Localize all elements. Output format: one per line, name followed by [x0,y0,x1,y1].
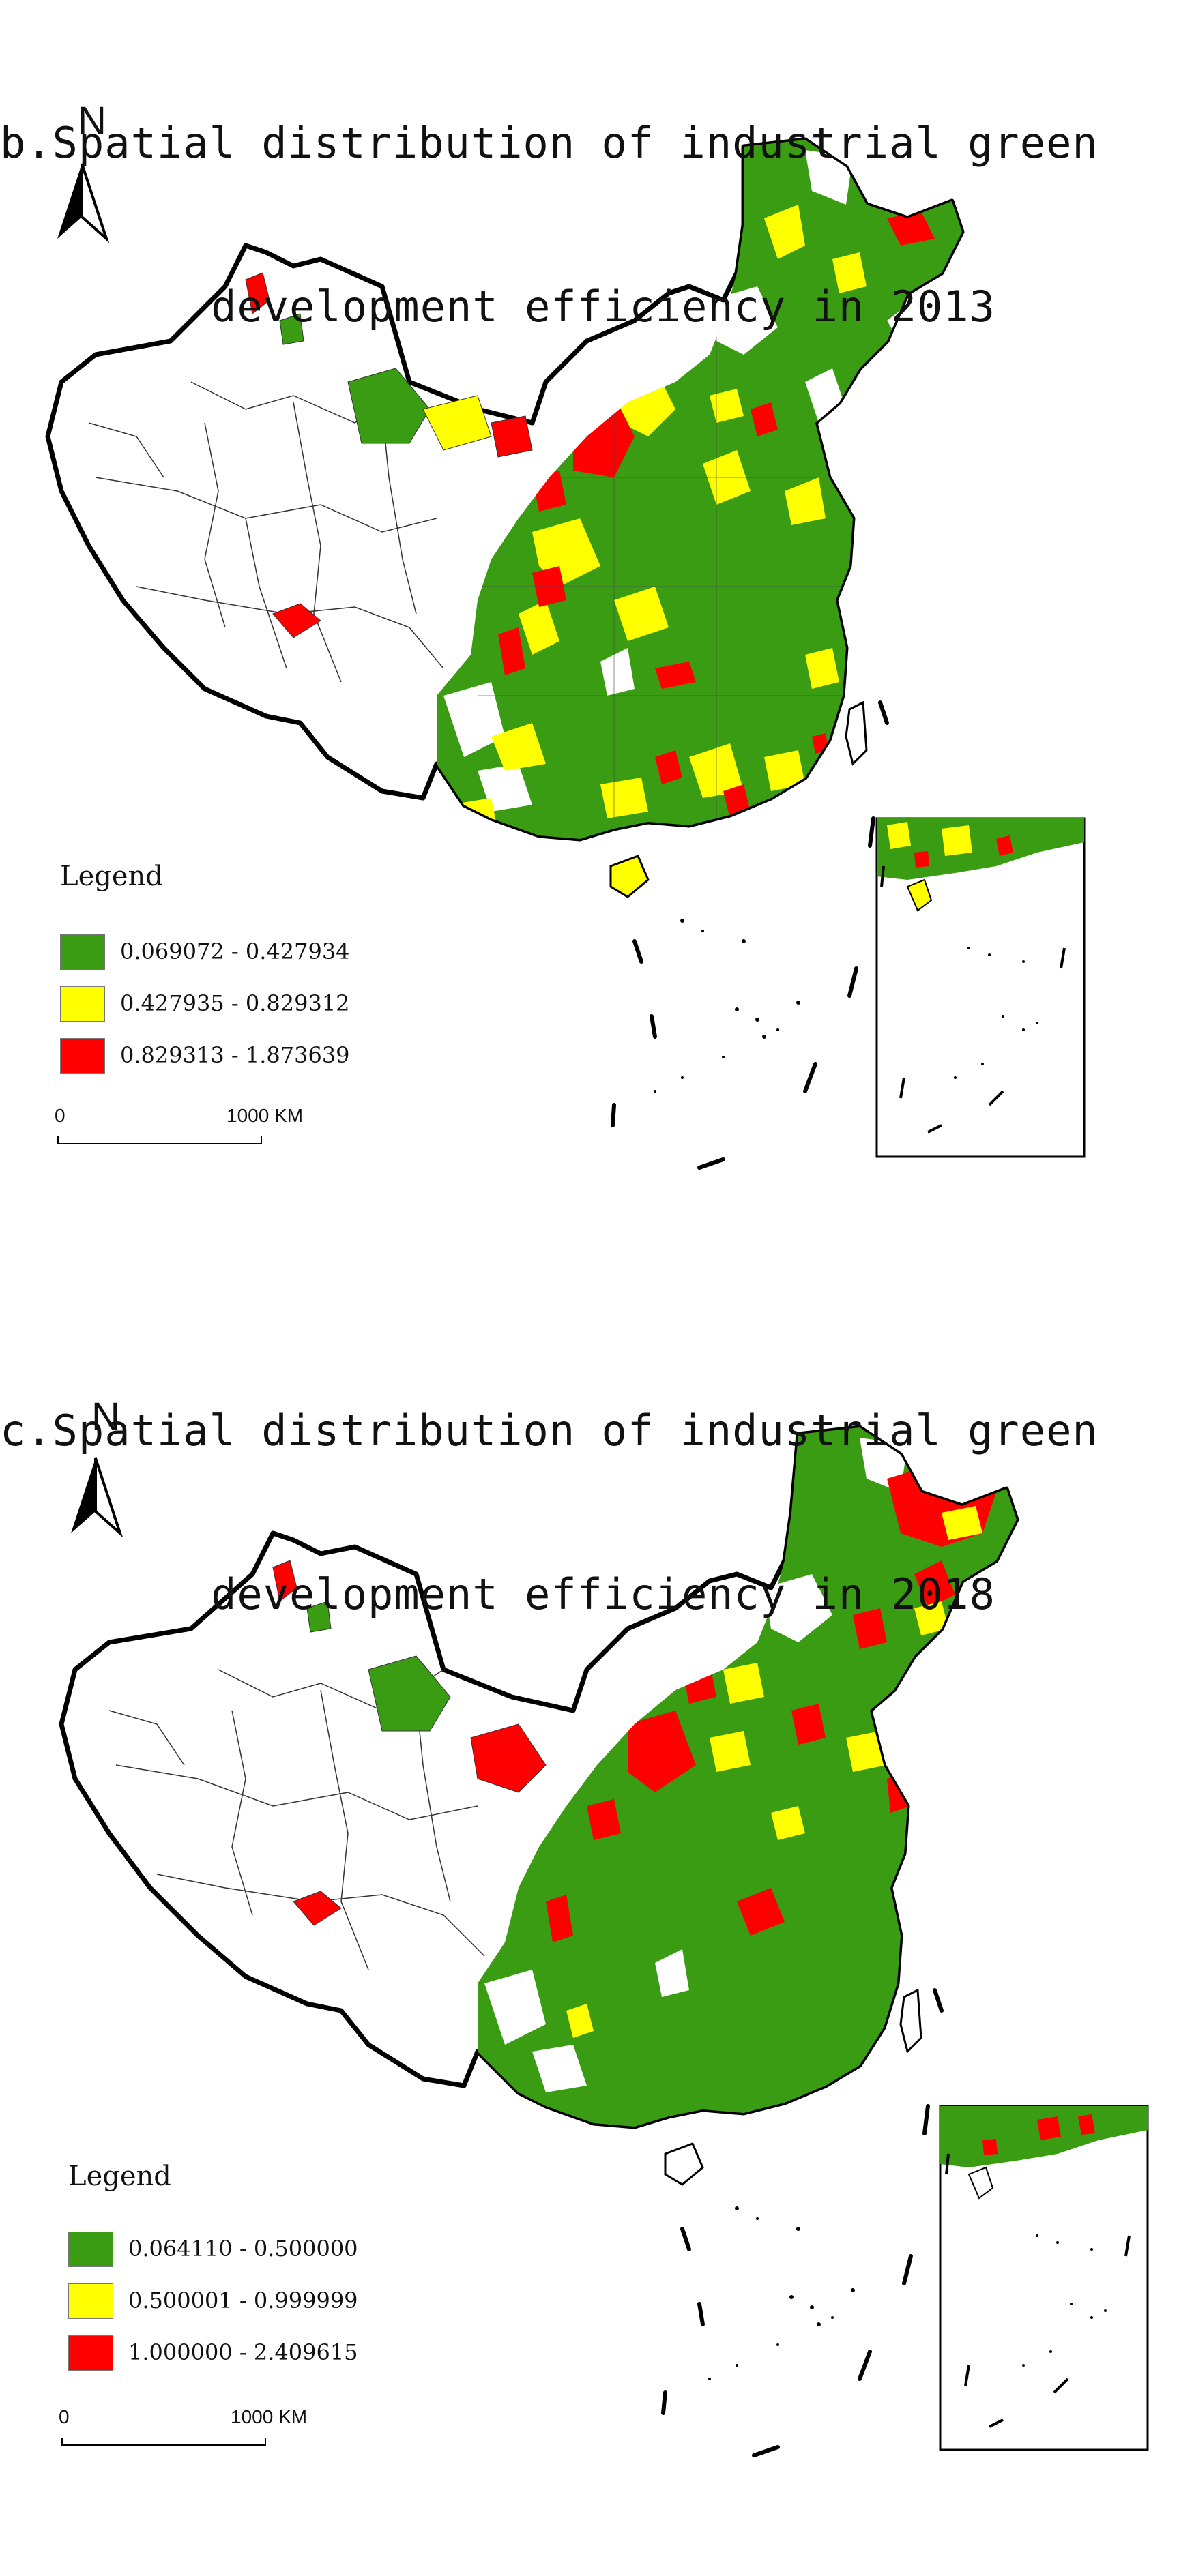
region-xinjiang-green [368,1655,451,1732]
china-map-2018 [59,1425,1149,2457]
scale-end-label: 1000 KM [231,2406,308,2427]
region-gansu-yellow [422,395,492,451]
region-gansu-red [491,415,533,458]
region-xinjiang-small-green [306,1601,332,1633]
scale-start-label: 0 [59,2406,70,2427]
hainan-island [609,855,650,898]
region-qinghai-red [470,1723,547,1793]
legend-swatch-green [60,934,105,970]
scale-end-label: 1000 KM [227,1105,304,1126]
map-title-line2: development efficiency in 2013 [211,282,995,331]
taiwan-island [845,700,868,766]
scale-bar-line [61,2438,266,2446]
scale-start-label: 0 [55,1105,66,1126]
region-tibet-red [293,1891,342,1926]
legend-swatch-yellow [68,2283,113,2319]
legend-label: 0.064110 - 0.500000 [128,2236,358,2262]
map-title: b.Spatial distribution of industrial gre… [0,7,1179,443]
map-panel-2018: c.Spatial distribution of industrial gre… [0,1288,1179,2575]
legend-swatch-yellow [60,986,105,1022]
province-boundaries [88,381,444,683]
legend-label: 0.427935 - 0.829312 [120,990,350,1016]
scale-bar: 0 1000 KM [55,1105,303,1146]
north-indicator: N [51,101,133,142]
north-label: N [78,99,106,143]
legend-label: 0.500001 - 0.999999 [128,2288,358,2313]
map-title: c.Spatial distribution of industrial gre… [0,1294,1179,1731]
region-xinjiang-small-green [279,313,304,345]
taiwan-island [899,1988,922,2054]
province-boundaries [108,1669,485,1970]
nine-dash-line [661,1988,944,2457]
map-panel-2013: b.Spatial distribution of industrial gre… [0,7,1179,1170]
china-map-2013 [45,137,1086,1170]
legend-title: Legend [60,861,163,892]
legend-title: Legend [68,2161,171,2192]
scale-bar: 0 1000 KM [59,2406,307,2447]
north-indicator: N [65,1397,147,1438]
legend-label: 1.000000 - 2.409615 [128,2339,358,2365]
legend-label: 0.829313 - 1.873639 [120,1042,350,1068]
region-tibet-red [272,603,321,638]
legend-swatch-green [68,2232,113,2267]
north-label: N [91,1395,120,1439]
north-arrow-icon [57,163,110,243]
region-xinjiang-green [347,368,431,444]
scale-bar-line [57,1136,262,1144]
north-arrow-icon [71,1457,123,1538]
region-xinjiang-red [272,1560,297,1602]
legend-swatch-red [68,2335,113,2371]
map-title-line2: development efficiency in 2018 [211,1569,995,1619]
map-title-line1: b.Spatial distribution of industrial gre… [0,118,1098,168]
region-xinjiang-red [245,272,270,314]
legend-swatch-red [60,1038,105,1074]
nine-dash-line [611,700,889,1170]
hainan-island [664,2142,704,2186]
legend-label: 0.069072 - 0.427934 [120,938,350,964]
south-sea-islands [708,2206,855,2380]
south-sea-islands [654,919,800,1093]
map-title-line1: c.Spatial distribution of industrial gre… [0,1406,1098,1455]
